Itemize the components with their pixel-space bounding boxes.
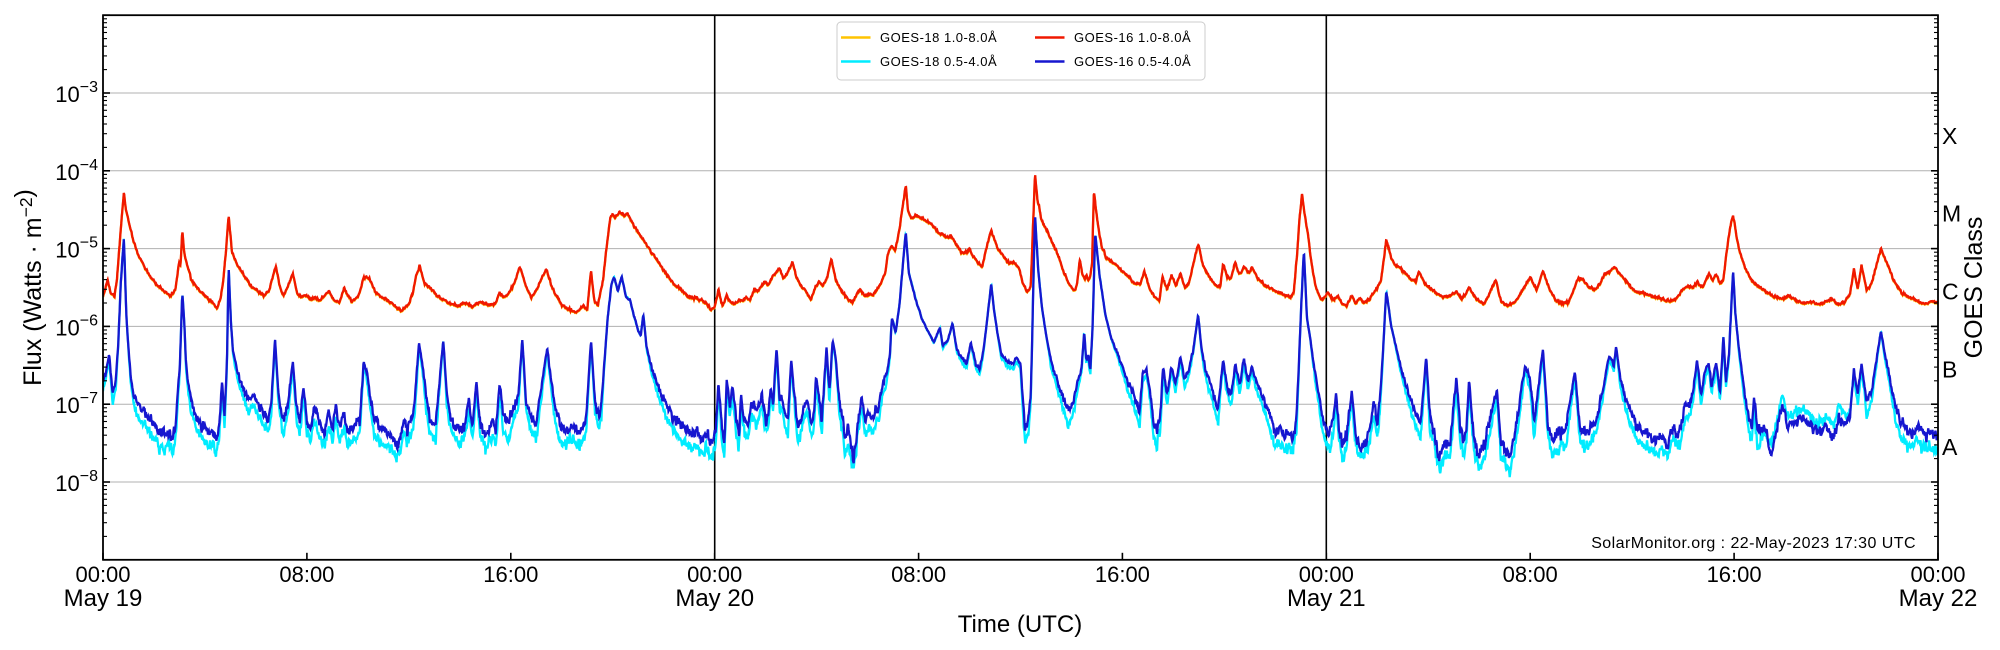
svg-text:May 21: May 21: [1287, 585, 1366, 612]
svg-text:X: X: [1942, 123, 1957, 149]
svg-text:SolarMonitor.org : 22-May-2023: SolarMonitor.org : 22-May-2023 17:30 UTC: [1591, 535, 1916, 552]
svg-text:10−3: 10−3: [55, 79, 98, 107]
svg-text:A: A: [1942, 434, 1958, 460]
svg-text:C: C: [1942, 279, 1959, 305]
svg-text:GOES-16 1.0-8.0Å: GOES-16 1.0-8.0Å: [1074, 30, 1191, 45]
svg-text:May 20: May 20: [675, 585, 754, 612]
svg-text:May 22: May 22: [1899, 585, 1978, 612]
svg-text:08:00: 08:00: [1503, 562, 1558, 587]
svg-text:00:00: 00:00: [687, 562, 742, 587]
svg-text:B: B: [1942, 356, 1957, 382]
svg-text:00:00: 00:00: [1299, 562, 1354, 587]
svg-text:08:00: 08:00: [891, 562, 946, 587]
svg-text:GOES-18 0.5-4.0Å: GOES-18 0.5-4.0Å: [880, 54, 997, 69]
svg-text:16:00: 16:00: [1707, 562, 1762, 587]
svg-text:10−6: 10−6: [55, 312, 98, 340]
svg-text:08:00: 08:00: [279, 562, 334, 587]
svg-text:M: M: [1942, 201, 1961, 227]
svg-text:00:00: 00:00: [1910, 562, 1965, 587]
svg-text:Time (UTC): Time (UTC): [958, 611, 1082, 638]
svg-text:GOES-16 0.5-4.0Å: GOES-16 0.5-4.0Å: [1074, 54, 1191, 69]
svg-text:GOES Class: GOES Class: [1960, 217, 1988, 359]
svg-text:10−4: 10−4: [55, 157, 98, 185]
svg-text:GOES-18 1.0-8.0Å: GOES-18 1.0-8.0Å: [880, 30, 997, 45]
svg-text:May 19: May 19: [64, 585, 143, 612]
svg-text:16:00: 16:00: [1095, 562, 1150, 587]
svg-text:00:00: 00:00: [75, 562, 130, 587]
svg-text:16:00: 16:00: [483, 562, 538, 587]
